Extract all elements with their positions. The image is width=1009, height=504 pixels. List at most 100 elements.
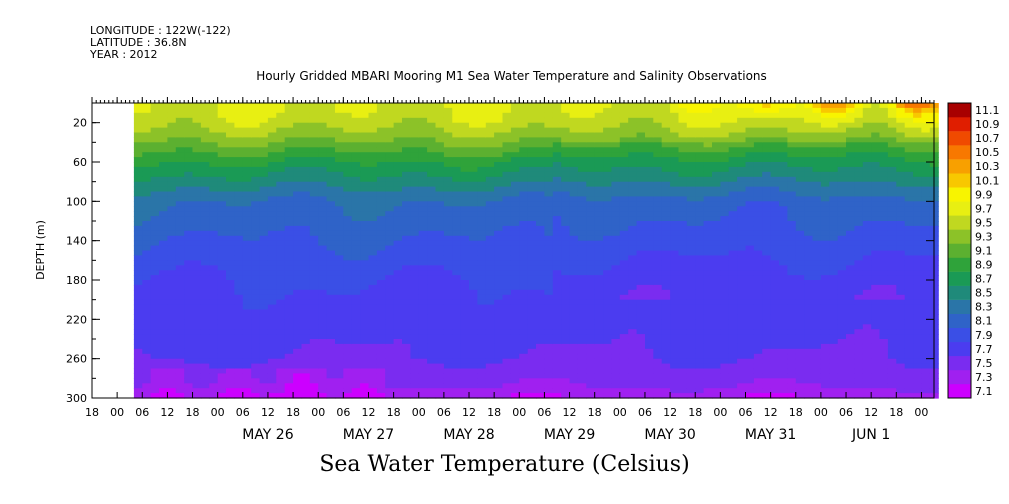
heatmap-cell: [552, 314, 562, 320]
heatmap-cell: [494, 181, 504, 188]
heatmap-cell: [343, 339, 353, 345]
heatmap-cell: [519, 186, 529, 193]
heatmap-cell: [787, 186, 797, 193]
heatmap-cell: [150, 162, 160, 168]
heatmap-cell: [259, 152, 269, 158]
heatmap-cell: [762, 117, 772, 124]
heatmap-cell: [142, 132, 152, 138]
heatmap-cell: [133, 348, 143, 355]
heatmap-cell: [385, 270, 395, 276]
heatmap-cell: [695, 334, 705, 340]
heatmap-cell: [536, 378, 545, 384]
heatmap-cell: [293, 324, 303, 330]
heatmap-cell: [284, 329, 294, 335]
heatmap-cell: [569, 225, 579, 232]
heatmap-cell: [259, 343, 269, 350]
heatmap-cell: [787, 265, 797, 271]
heatmap-cell: [376, 162, 386, 168]
heatmap-cell: [552, 260, 562, 266]
heatmap-cell: [309, 334, 319, 340]
heatmap-cell: [611, 255, 621, 261]
heatmap-cell: [267, 240, 277, 247]
heatmap-cell: [670, 343, 680, 350]
heatmap-cell: [720, 240, 730, 247]
heatmap-cell: [779, 181, 788, 188]
heatmap-cell: [150, 329, 160, 335]
heatmap-cell: [159, 250, 168, 256]
heatmap-cell: [678, 388, 688, 394]
heatmap-cell: [443, 191, 453, 197]
heatmap-cell: [159, 162, 168, 168]
heatmap-cell: [645, 186, 654, 193]
heatmap-cell: [686, 137, 696, 143]
heatmap-cell: [200, 157, 210, 163]
heatmap-cell: [159, 112, 168, 119]
heatmap-cell: [427, 132, 437, 138]
heatmap-cell: [469, 137, 478, 143]
heatmap-cell: [427, 107, 437, 114]
heatmap-cell: [234, 191, 244, 197]
heatmap-cell: [552, 225, 562, 232]
heatmap-cell: [276, 166, 286, 173]
heatmap-cell: [519, 339, 529, 345]
heatmap-cell: [477, 284, 487, 291]
heatmap-cell: [376, 157, 386, 163]
heatmap-cell: [820, 334, 830, 340]
heatmap-cell: [393, 211, 403, 217]
heatmap-cell: [452, 127, 462, 134]
heatmap-cell: [192, 319, 202, 325]
heatmap-cell: [510, 255, 520, 261]
heatmap-cell: [804, 368, 814, 374]
heatmap-cell: [435, 284, 445, 291]
heatmap-cell: [192, 107, 202, 114]
heatmap-cell: [217, 265, 227, 271]
heatmap-cell: [343, 353, 353, 360]
heatmap-cell: [603, 176, 613, 183]
heatmap-cell: [267, 211, 277, 217]
heatmap-cell: [670, 166, 680, 173]
heatmap-cell: [770, 250, 780, 256]
heatmap-cell: [527, 132, 537, 138]
heatmap-cell: [150, 299, 160, 306]
heatmap-cell: [661, 319, 671, 325]
heatmap-cell: [435, 112, 445, 119]
heatmap-cell: [477, 343, 487, 350]
heatmap-cell: [217, 186, 227, 193]
heatmap-cell: [142, 393, 152, 399]
heatmap-cell: [820, 348, 830, 355]
heatmap-cell: [460, 127, 470, 134]
heatmap-cell: [745, 186, 755, 193]
heatmap-cell: [678, 122, 688, 129]
heatmap-cell: [175, 353, 185, 360]
heatmap-cell: [812, 216, 822, 222]
heatmap-cell: [142, 334, 152, 340]
heatmap-cell: [284, 343, 294, 350]
heatmap-cell: [301, 162, 311, 168]
heatmap-cell: [150, 319, 160, 325]
heatmap-cell: [226, 373, 235, 379]
heatmap-cell: [293, 265, 303, 271]
heatmap-cell: [745, 299, 755, 306]
heatmap-cell: [720, 289, 730, 296]
heatmap-cell: [737, 329, 747, 335]
heatmap-cell: [536, 240, 545, 247]
heatmap-cell: [217, 117, 227, 124]
heatmap-cell: [335, 383, 344, 389]
heatmap-cell: [150, 235, 160, 242]
heatmap-cell: [259, 166, 269, 173]
heatmap-cell: [603, 196, 613, 202]
heatmap-cell: [368, 289, 378, 296]
heatmap-cell: [536, 294, 545, 301]
heatmap-cell: [544, 186, 554, 193]
heatmap-cell: [779, 289, 788, 296]
heatmap-cell: [594, 221, 604, 227]
heatmap-cell: [167, 255, 177, 261]
heatmap-cell: [645, 127, 654, 134]
heatmap-cell: [653, 270, 663, 276]
heatmap-cell: [309, 388, 319, 394]
heatmap-cell: [259, 137, 269, 143]
heatmap-cell: [611, 275, 621, 281]
heatmap-cell: [536, 235, 545, 242]
heatmap-cell: [427, 201, 437, 207]
heatmap-cell: [712, 176, 721, 183]
